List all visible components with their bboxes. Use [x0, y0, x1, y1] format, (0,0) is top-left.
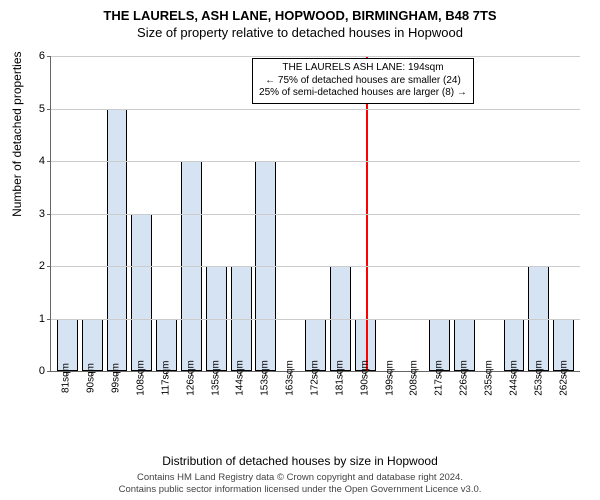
xtick-label: 172sqm — [310, 360, 321, 396]
gridline — [51, 266, 580, 267]
bar — [107, 109, 128, 372]
xtick-slot: 108sqm — [129, 372, 154, 416]
xtick-label: 199sqm — [384, 360, 395, 396]
xtick-slot: 181sqm — [327, 372, 352, 416]
xtick-slot: 244sqm — [501, 372, 526, 416]
ytick-label: 1 — [39, 313, 51, 325]
xtick-label: 253sqm — [533, 360, 544, 396]
xtick-label: 190sqm — [359, 360, 370, 396]
xtick-slot: 90sqm — [79, 372, 104, 416]
xtick-label: 262sqm — [558, 360, 569, 396]
ytick-label: 4 — [39, 155, 51, 167]
xtick-slot: 163sqm — [278, 372, 303, 416]
xtick-slot: 253sqm — [526, 372, 551, 416]
chart-area: THE LAURELS ASH LANE: 194sqm ← 75% of de… — [50, 56, 580, 416]
xtick-slot: 126sqm — [178, 372, 203, 416]
xtick-label: 208sqm — [409, 360, 420, 396]
gridline — [51, 319, 580, 320]
annotation-line3: 25% of semi-detached houses are larger (… — [259, 87, 467, 100]
xtick-slot: 199sqm — [377, 372, 402, 416]
xtick-slot: 117sqm — [153, 372, 178, 416]
ytick-label: 6 — [39, 50, 51, 62]
footer-line1: Contains HM Land Registry data © Crown c… — [0, 472, 600, 484]
xtick-label: 135sqm — [210, 360, 221, 396]
y-axis-label: Number of detached properties — [10, 51, 24, 216]
xtick-slot: 190sqm — [352, 372, 377, 416]
xtick-label: 163sqm — [285, 360, 296, 396]
xtick-label: 181sqm — [334, 360, 345, 396]
xtick-slot: 262sqm — [551, 372, 576, 416]
annotation-line1: THE LAURELS ASH LANE: 194sqm — [259, 62, 467, 75]
chart-title-block: THE LAURELS, ASH LANE, HOPWOOD, BIRMINGH… — [0, 0, 600, 40]
ytick-label: 5 — [39, 103, 51, 115]
xtick-label: 244sqm — [508, 360, 519, 396]
xtick-label: 217sqm — [434, 360, 445, 396]
xtick-slot: 153sqm — [253, 372, 278, 416]
xtick-slot: 172sqm — [303, 372, 328, 416]
xtick-slot: 235sqm — [477, 372, 502, 416]
annotation-line2: ← 75% of detached houses are smaller (24… — [259, 75, 467, 88]
xtick-slot: 135sqm — [203, 372, 228, 416]
ytick-label: 3 — [39, 208, 51, 220]
x-ticks: 81sqm90sqm99sqm108sqm117sqm126sqm135sqm1… — [50, 372, 580, 416]
gridline — [51, 161, 580, 162]
xtick-label: 99sqm — [111, 363, 122, 393]
gridline — [51, 109, 580, 110]
xtick-label: 108sqm — [136, 360, 147, 396]
xtick-label: 235sqm — [484, 360, 495, 396]
xtick-label: 144sqm — [235, 360, 246, 396]
xtick-slot: 226sqm — [452, 372, 477, 416]
xtick-label: 226sqm — [459, 360, 470, 396]
xtick-label: 90sqm — [86, 363, 97, 393]
annotation-box: THE LAURELS ASH LANE: 194sqm ← 75% of de… — [252, 58, 474, 104]
xtick-slot: 81sqm — [54, 372, 79, 416]
gridline — [51, 214, 580, 215]
bar — [131, 214, 152, 372]
xtick-label: 81sqm — [61, 363, 72, 393]
chart-title-line1: THE LAURELS, ASH LANE, HOPWOOD, BIRMINGH… — [0, 8, 600, 23]
xtick-label: 126sqm — [185, 360, 196, 396]
xtick-slot: 217sqm — [427, 372, 452, 416]
chart-title-line2: Size of property relative to detached ho… — [0, 25, 600, 40]
footer: Contains HM Land Registry data © Crown c… — [0, 472, 600, 496]
xtick-label: 153sqm — [260, 360, 271, 396]
ytick-label: 2 — [39, 260, 51, 272]
plot-area: THE LAURELS ASH LANE: 194sqm ← 75% of de… — [50, 56, 580, 372]
xtick-slot: 144sqm — [228, 372, 253, 416]
xtick-label: 117sqm — [160, 361, 171, 396]
footer-line2: Contains public sector information licen… — [0, 484, 600, 496]
gridline — [51, 56, 580, 57]
x-axis-label: Distribution of detached houses by size … — [0, 454, 600, 468]
xtick-slot: 99sqm — [104, 372, 129, 416]
xtick-slot: 208sqm — [402, 372, 427, 416]
